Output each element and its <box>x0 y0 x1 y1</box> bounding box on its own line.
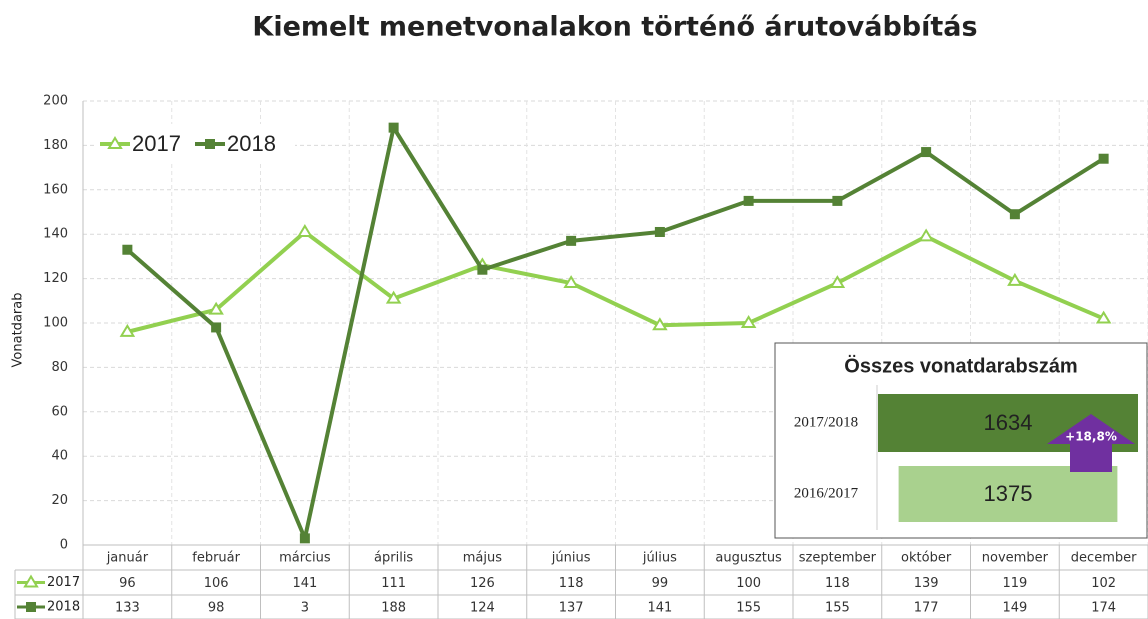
y-tick-label: 180 <box>43 138 68 153</box>
table-cell: 96 <box>119 576 136 591</box>
y-tick-label: 160 <box>43 182 68 197</box>
y-tick-label: 20 <box>51 493 68 508</box>
series-line <box>126 125 1105 541</box>
point <box>829 275 846 289</box>
x-tick-label: január <box>106 551 149 566</box>
change-arrow <box>1047 414 1135 472</box>
legend-marker <box>205 139 215 149</box>
point <box>388 122 399 133</box>
table-cell: 155 <box>736 601 761 616</box>
table-cell: 155 <box>825 601 850 616</box>
table-cell: 98 <box>208 601 225 616</box>
point <box>122 244 133 255</box>
table-cell: 118 <box>825 576 850 591</box>
point <box>119 323 136 337</box>
point <box>740 315 757 328</box>
legend-label: 2017 <box>132 131 181 156</box>
series-line <box>126 229 1105 334</box>
inset-value: 1375 <box>984 481 1033 506</box>
x-tick-label: augusztus <box>715 551 782 566</box>
y-tick-label: 140 <box>43 227 68 242</box>
table-cell: 126 <box>470 576 495 591</box>
inset-value: 1634 <box>984 410 1033 435</box>
table-series-name: 2017 <box>47 575 80 590</box>
table-cell: 137 <box>559 601 584 616</box>
legend-label: 2018 <box>227 131 276 156</box>
table-cell: 119 <box>1002 576 1027 591</box>
point <box>921 147 932 158</box>
x-tick-label: július <box>642 551 677 566</box>
y-tick-label: 0 <box>60 538 68 553</box>
x-tick-label: november <box>982 551 1049 566</box>
table-cell: 149 <box>1002 601 1027 616</box>
table-cell: 177 <box>914 601 939 616</box>
point <box>1095 310 1112 324</box>
inset-row-label: 2016/2017 <box>794 485 859 501</box>
inset-title: Összes vonatdarabszám <box>844 354 1077 377</box>
x-tick-label: február <box>192 551 240 566</box>
x-tick-label: június <box>551 551 591 566</box>
table-cell: 99 <box>652 576 669 591</box>
inset-row-label: 2017/2018 <box>794 414 858 430</box>
y-tick-label: 100 <box>43 316 68 331</box>
table-cell: 124 <box>470 601 495 616</box>
legend-marker <box>107 136 123 149</box>
point <box>1007 272 1023 286</box>
table-cell: 106 <box>204 576 229 591</box>
x-tick-label: október <box>901 551 952 566</box>
point <box>1098 153 1109 164</box>
table-cell: 102 <box>1091 576 1116 591</box>
table-legend-marker <box>23 574 39 588</box>
table-cell: 118 <box>559 576 584 591</box>
point <box>297 224 313 237</box>
change-label: +18,8% <box>1065 430 1117 444</box>
point <box>563 275 579 289</box>
point <box>743 195 754 206</box>
point <box>566 235 577 246</box>
x-tick-label: március <box>279 551 331 566</box>
y-tick-label: 60 <box>51 404 68 419</box>
table-series-name: 2018 <box>47 600 80 615</box>
table-cell: 3 <box>301 601 309 616</box>
x-tick-label: április <box>374 551 413 566</box>
chart-title: Kiemelt menetvonalakon történő árutovább… <box>252 12 977 43</box>
point <box>211 322 222 333</box>
point <box>918 228 934 242</box>
point <box>1009 209 1020 220</box>
x-tick-label: december <box>1071 551 1137 566</box>
point <box>208 301 224 315</box>
table-cell: 100 <box>736 576 761 591</box>
table-cell: 111 <box>381 576 406 591</box>
table-cell: 174 <box>1091 601 1116 616</box>
point <box>654 226 665 237</box>
y-axis-label: Vonatdarab <box>11 293 26 368</box>
table-cell: 133 <box>115 601 140 616</box>
table-cell: 141 <box>647 601 672 616</box>
y-tick-label: 200 <box>43 94 68 109</box>
inset-bar <box>898 466 1118 522</box>
point <box>832 195 843 206</box>
point <box>477 264 488 275</box>
x-tick-label: május <box>463 551 502 566</box>
point <box>652 317 668 331</box>
x-tick-label: szeptember <box>799 551 877 566</box>
point <box>299 533 310 544</box>
point <box>385 290 402 304</box>
y-tick-label: 120 <box>43 271 68 286</box>
y-tick-label: 80 <box>51 360 68 375</box>
table-cell: 139 <box>914 576 939 591</box>
y-tick-label: 40 <box>51 449 68 464</box>
table-cell: 188 <box>381 601 406 616</box>
table-cell: 141 <box>292 576 317 591</box>
table-legend-marker <box>26 602 36 612</box>
